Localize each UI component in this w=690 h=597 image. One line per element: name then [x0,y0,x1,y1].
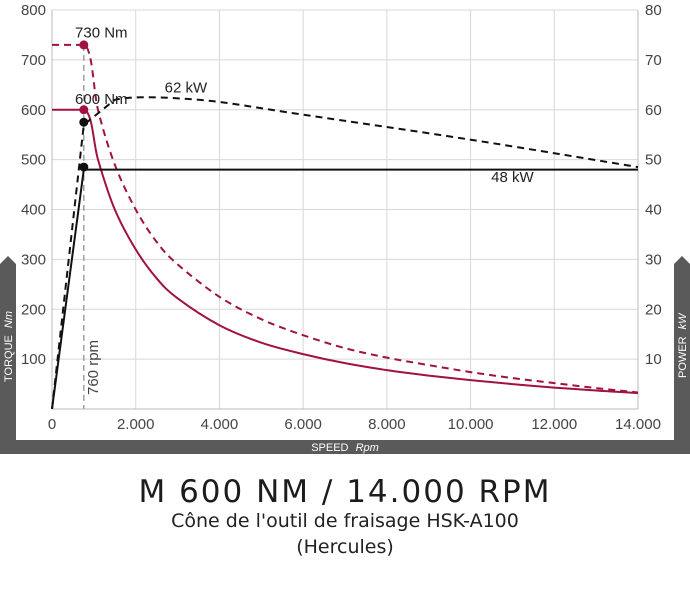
data-point-marker [79,162,89,172]
y-tick-label: 400 [21,202,46,219]
y-tick-label: 300 [21,251,46,268]
x-tick-label: 0 [48,416,56,433]
y-tick-label: 800 [21,2,46,19]
y2-tick-label: 80 [645,2,662,19]
y2-tick-label: 50 [645,152,662,169]
x-tick-label: 8.000 [368,416,406,433]
y-tick-label: 500 [21,152,46,169]
x-tick-label: 4.000 [201,416,239,433]
x-tick-label: 10.000 [448,416,494,433]
series-line-0 [52,108,639,394]
y-axis-title: TORQUE Nm [3,311,15,382]
chart-caption-line-2: (Hercules) [296,536,394,558]
data-point-marker [79,117,89,127]
y-tick-label: 700 [21,52,46,69]
chart-caption-title: M 600 NM / 14.000 RPM [138,474,552,510]
torque-power-chart: TORQUE Nm POWER kW SPEED Rpm 0 2.000 4.000… [0,2,690,454]
y-tick-label: 600 [21,102,46,119]
left-axis-band [0,256,16,440]
y2-tick-label: 20 [645,301,662,318]
y2-tick-label: 40 [645,202,662,219]
reference-line-label: 760 rpm [85,340,102,395]
y2-tick-label: 30 [645,251,662,268]
series-line-3 [51,96,639,410]
bottom-axis-band [0,440,690,454]
x-tick-label: 12.000 [531,416,577,433]
y-tick-label: 200 [21,301,46,318]
x-tick-label: 6.000 [284,416,322,433]
x-tick-label: 14.000 [615,416,661,433]
markers [79,40,89,172]
grid [51,9,639,410]
annotation-label: 62 kW [165,79,208,96]
x-tick-label: 2.000 [117,416,155,433]
chart-caption-line-1: Cône de l'outil de fraisage HSK-A100 [171,510,519,532]
annotation-label: 48 kW [491,169,534,186]
x-axis-title: SPEED Rpm [311,442,379,454]
tick-labels: 0 2.000 4.000 6.000 8.000 10.000 12.000 14.000 1… [21,2,662,433]
right-axis-band [674,256,690,440]
y2-tick-label: 60 [645,102,662,119]
y2-axis-title: POWER kW [677,312,689,378]
data-point-marker [79,105,89,115]
annotation-label: 730 Nm [75,24,128,41]
y2-tick-label: 70 [645,52,662,69]
data-point-marker [79,40,89,50]
annotations: 730 Nm 600 Nm 62 kW 48 kW [75,24,535,186]
y-tick-label: 100 [21,351,46,368]
series-line-1 [52,43,639,394]
annotation-label: 600 Nm [75,91,128,108]
y2-tick-label: 10 [645,351,662,368]
